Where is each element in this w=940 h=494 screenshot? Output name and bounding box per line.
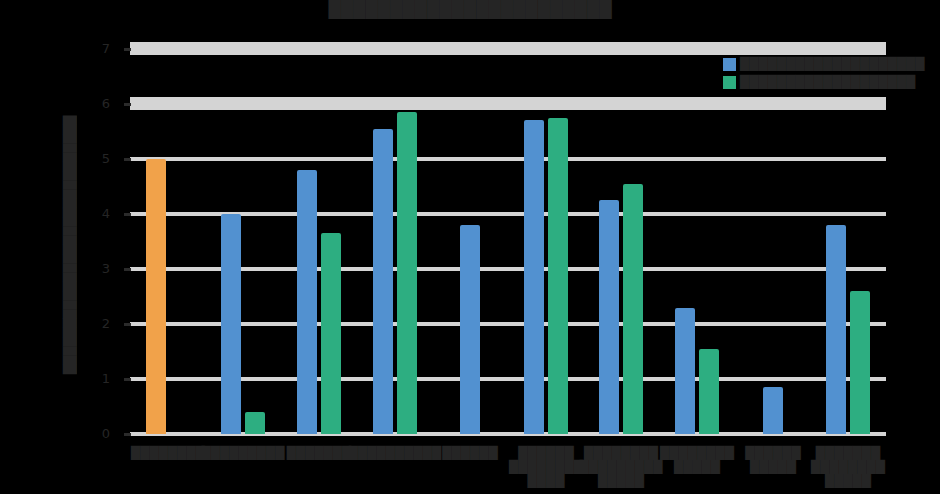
legend-swatch <box>723 76 736 89</box>
x-category-label: ███████ ████████ █████ <box>811 446 885 488</box>
bar-blue <box>826 225 846 434</box>
y-axis-tick-mark <box>124 378 131 381</box>
bar-green <box>397 112 417 434</box>
gridline <box>130 322 886 326</box>
y-axis-tick-mark <box>124 213 131 216</box>
y-axis-tick-label: 5 <box>84 151 110 166</box>
y-axis-tick-label: 4 <box>84 206 110 221</box>
gridline <box>130 377 886 381</box>
x-category-label: ██████████ <box>349 446 441 460</box>
bar-green <box>321 233 341 434</box>
gridline <box>130 267 886 271</box>
y-axis-title: ████████████████████████████ <box>61 164 80 374</box>
y-axis-tick-label: 3 <box>84 261 110 276</box>
gridline <box>130 157 886 161</box>
y-axis-tick-label: 7 <box>84 41 110 56</box>
y-axis-tick-label: 0 <box>84 426 110 441</box>
legend-item: ████████████████████ <box>723 57 925 71</box>
bar-blue <box>524 120 544 434</box>
y-axis-tick-label: 1 <box>84 371 110 386</box>
bar-orange <box>146 159 166 434</box>
bar-blue <box>599 200 619 434</box>
bar-blue <box>763 387 783 434</box>
bar-blue <box>221 214 241 434</box>
y-axis-tick-label: 6 <box>84 96 110 111</box>
bar-blue <box>460 225 480 434</box>
x-category-label: ████████ █████████ █████ <box>579 446 662 488</box>
bar-green <box>699 349 719 434</box>
bar-chart: ███████████████████████ ████████████████… <box>0 0 940 494</box>
y-axis-tick-mark <box>124 158 131 161</box>
legend: ███████████████████████████████████████ <box>723 57 925 93</box>
gridline-band <box>130 42 886 55</box>
legend-swatch <box>723 58 736 71</box>
legend-label: ████████████████████ <box>740 58 925 71</box>
x-category-label: ████████ █████ <box>660 446 734 474</box>
legend-item: ███████████████████ <box>723 75 925 89</box>
bar-blue <box>297 170 317 434</box>
bar-green <box>548 118 568 434</box>
y-axis-tick-label: 2 <box>84 316 110 331</box>
x-category-label: ██████ ████████ ████ <box>509 446 583 488</box>
x-category-label: ██████ <box>442 446 497 460</box>
x-category-label: ███████ <box>287 446 352 460</box>
y-axis-tick-mark <box>124 433 131 436</box>
chart-title: ███████████████████████ <box>0 1 940 18</box>
gridline-band <box>130 97 886 110</box>
gridline <box>130 212 886 216</box>
x-category-label: ██████ █████ <box>745 446 800 474</box>
y-axis-tick-mark <box>124 268 131 271</box>
x-category-label: ████████ <box>131 446 205 460</box>
bar-green <box>850 291 870 434</box>
y-axis-tick-mark <box>124 103 131 106</box>
bar-blue <box>675 308 695 434</box>
bar-blue <box>373 129 393 434</box>
y-axis-tick-mark <box>124 48 131 51</box>
x-category-label: █████████ <box>201 446 284 460</box>
y-axis-tick-mark <box>124 323 131 326</box>
legend-label: ███████████████████ <box>740 76 915 89</box>
bar-green <box>623 184 643 434</box>
bar-green <box>245 412 265 434</box>
